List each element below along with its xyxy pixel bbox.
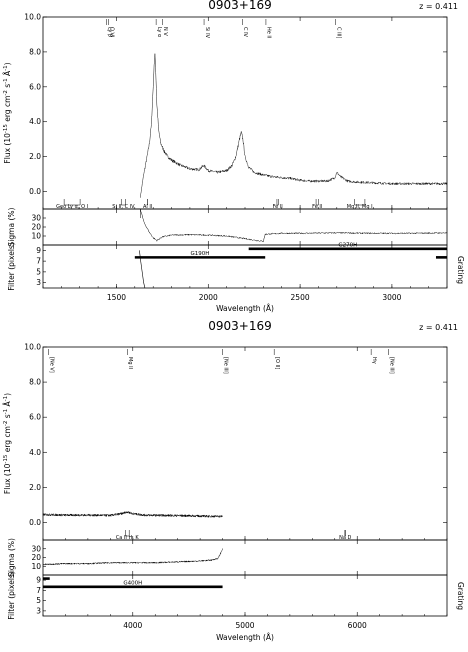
chart-title: 0903+169 xyxy=(208,0,272,12)
emission-line-label: He II xyxy=(266,27,272,38)
filter-axis-label: Filter (pixels) xyxy=(7,242,16,291)
emission-line-label: [O II] xyxy=(274,357,280,369)
sigma-frame xyxy=(43,540,447,575)
flux-y-tick-label: 0.0 xyxy=(29,187,41,196)
absorption-line-label: Si II, C IV xyxy=(112,204,135,210)
absorption-line-label: Geo Ly α, O I xyxy=(56,204,88,210)
absorption-line-label: Fe II xyxy=(273,204,283,210)
grating-label: G190H xyxy=(191,251,210,257)
flux-y-tick-label: 2.0 xyxy=(29,483,41,492)
emission-line-label: Ly α xyxy=(156,27,162,38)
emission-line-label: Mg II xyxy=(127,357,133,369)
filter-y-tick-label: 7 xyxy=(36,257,41,266)
flux-frame xyxy=(43,347,447,540)
filter-y-tick-label: 3 xyxy=(36,606,41,615)
filter-axis-label: Filter (pixels) xyxy=(7,571,16,620)
emission-line-label: [Ne V] xyxy=(48,357,54,373)
flux-y-tick-label: 0.0 xyxy=(29,518,41,527)
sigma-axis-label: Sigma (%) xyxy=(7,538,16,577)
x-tick-label: 5000 xyxy=(235,621,254,630)
absorption-line-label: Fe II xyxy=(312,204,322,210)
absorption-line-label: Ca II H, K xyxy=(116,535,140,541)
flux-spectrum-line xyxy=(43,511,222,517)
flux-axis-label: Flux (10-15 erg cm-2 s-1 Å-1) xyxy=(3,62,12,163)
x-axis-label: Wavelength (Å) xyxy=(216,633,274,642)
redshift-label: z = 0.411 xyxy=(419,2,458,11)
flux-y-tick-label: 10.0 xyxy=(24,343,41,352)
sigma-y-tick-label: 30 xyxy=(31,544,41,553)
spectrum-panel-2: 0903+169 z = 0.411 4000 5000 6000 Wavelength … xyxy=(3,319,465,642)
redshift-label: z = 0.411 xyxy=(419,323,458,332)
flux-y-tick-label: 8.0 xyxy=(29,378,41,387)
filter-y-tick-label: 5 xyxy=(36,596,41,605)
x-tick-label: 1500 xyxy=(107,293,126,302)
x-tick-label: 2500 xyxy=(291,293,310,302)
filter-y-tick-label: 7 xyxy=(36,586,41,595)
emission-line-label: O VI xyxy=(109,27,115,37)
filter-y-tick-label: 9 xyxy=(36,246,41,255)
absorption-line-label: Na D xyxy=(339,535,351,541)
filter-y-tick-label: 3 xyxy=(36,278,41,287)
sigma-line xyxy=(140,209,447,242)
flux-spectrum-line xyxy=(140,54,447,198)
emission-line-label: C III] xyxy=(336,27,342,39)
absorption-line-label: Al II xyxy=(143,204,152,210)
flux-y-tick-label: 10.0 xyxy=(24,13,41,22)
chart-title: 0903+169 xyxy=(208,319,272,333)
sigma-line xyxy=(43,549,223,566)
emission-line-label: [Ne III] xyxy=(388,357,394,374)
flux-y-tick-label: 6.0 xyxy=(29,82,41,91)
emission-line-label: N V xyxy=(162,27,168,36)
x-tick-label: 2000 xyxy=(199,293,218,302)
sigma-y-tick-label: 20 xyxy=(31,223,41,232)
flux-y-tick-label: 2.0 xyxy=(29,152,41,161)
filter-y-tick-label: 9 xyxy=(36,576,41,585)
flux-frame xyxy=(43,17,447,209)
flux-axis-label: Flux (10-15 erg cm-2 s-1 Å-1) xyxy=(3,393,12,494)
sigma-y-tick-label: 10 xyxy=(31,232,41,241)
flux-y-tick-label: 4.0 xyxy=(29,117,41,126)
filter-frame xyxy=(43,245,447,288)
sigma-y-tick-label: 20 xyxy=(31,553,41,562)
grating-axis-label: Grating xyxy=(456,582,465,610)
emission-line-label: [Ne III] xyxy=(222,357,228,374)
flux-y-tick-label: 4.0 xyxy=(29,448,41,457)
emission-line-label: Si IV xyxy=(204,27,210,39)
flux-y-tick-label: 8.0 xyxy=(29,47,41,56)
flux-y-tick-label: 6.0 xyxy=(29,413,41,422)
sigma-axis-label: Sigma (%) xyxy=(7,207,16,246)
grating-label: G400H xyxy=(123,580,142,586)
sigma-y-tick-label: 10 xyxy=(31,562,41,571)
absorption-line-label: Mg II, Mg I xyxy=(347,204,373,210)
emission-line-label: C IV xyxy=(242,27,248,38)
x-axis-label: Wavelength (Å) xyxy=(216,304,274,313)
x-tick-label: 3000 xyxy=(382,293,401,302)
grating-axis-label: Grating xyxy=(456,256,465,284)
grating-label: G270H xyxy=(338,242,357,248)
filter-y-tick-label: 5 xyxy=(36,267,41,276)
filter-curve xyxy=(139,250,145,288)
sigma-y-tick-label: 30 xyxy=(31,214,41,223)
x-tick-label: 4000 xyxy=(123,621,142,630)
filter-frame xyxy=(43,575,447,616)
x-tick-label: 6000 xyxy=(348,621,367,630)
spectrum-panel-1: 0903+169 z = 0.411 1500 2000 2500 3000 Wavelen… xyxy=(3,0,465,313)
emission-line-label: Hγ xyxy=(371,357,377,364)
sigma-frame xyxy=(43,209,447,245)
